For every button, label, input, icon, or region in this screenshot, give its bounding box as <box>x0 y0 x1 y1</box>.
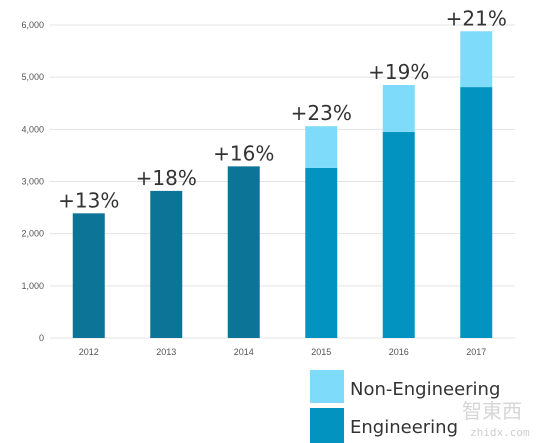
bar-non-engineering <box>460 31 493 88</box>
grid-lines <box>50 24 515 339</box>
growth-label: +16% <box>213 141 274 165</box>
legend-label-non-engineering: Non-Engineering <box>350 379 500 400</box>
y-tick-label: 6,000 <box>21 20 44 30</box>
bar-engineering <box>150 190 183 338</box>
growth-label: +19% <box>368 60 429 84</box>
growth-label: +18% <box>136 166 197 190</box>
x-tick-label: 2013 <box>156 347 176 357</box>
x-tick-label: 2017 <box>466 347 486 357</box>
x-axis-ticks: 2012 2013 2014 2015 2016 2017 <box>79 347 487 357</box>
growth-label: +13% <box>58 188 119 212</box>
y-tick-label: 0 <box>39 333 44 343</box>
bar-engineering <box>382 131 415 338</box>
y-tick-label: 2,000 <box>21 229 44 239</box>
bar-non-engineering <box>382 84 415 132</box>
legend-swatch-non-engineering <box>310 370 344 403</box>
growth-label: +21% <box>446 6 507 30</box>
bars <box>72 31 493 338</box>
watermark-logo: 智東西 <box>462 399 522 423</box>
legend-label-engineering: Engineering <box>350 417 458 438</box>
bar-engineering <box>227 166 260 338</box>
x-tick-label: 2014 <box>234 347 254 357</box>
y-tick-label: 1,000 <box>21 281 44 291</box>
x-tick-label: 2016 <box>389 347 409 357</box>
x-tick-label: 2015 <box>311 347 331 357</box>
watermark: 智東西 zhidx.com <box>462 399 530 439</box>
y-tick-label: 3,000 <box>21 177 44 187</box>
bar-engineering <box>72 213 105 338</box>
legend: Non-Engineering Engineering <box>310 370 500 443</box>
growth-label: +23% <box>291 101 352 125</box>
x-tick-label: 2012 <box>79 347 99 357</box>
bar-engineering <box>460 87 493 338</box>
bar-non-engineering <box>305 126 338 168</box>
y-tick-label: 4,000 <box>21 124 44 134</box>
y-tick-label: 5,000 <box>21 72 44 82</box>
growth-labels: +13% +18% +16% +23% +19% +21% <box>58 6 507 212</box>
bar-engineering <box>305 167 338 338</box>
legend-swatch-engineering <box>310 408 344 443</box>
y-axis-ticks: 0 1,000 2,000 3,000 4,000 5,000 6,000 <box>21 20 44 343</box>
watermark-url: zhidx.com <box>470 426 530 439</box>
